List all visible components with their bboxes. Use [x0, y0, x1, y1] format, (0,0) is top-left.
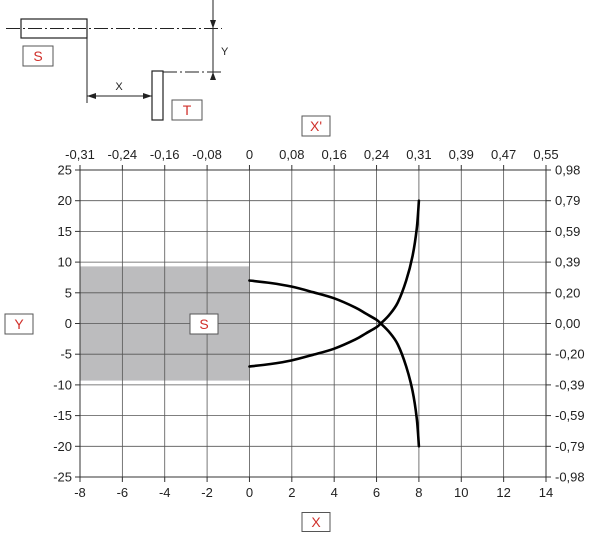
y-tick-label: 25 [58, 163, 72, 178]
top-tick-label: -0,24 [108, 147, 138, 162]
x-tick-label: 8 [415, 485, 422, 500]
series-line [379, 199, 421, 325]
top-tick-label: 0,24 [364, 147, 389, 162]
y-arrow-bottom [210, 72, 216, 80]
y-tick-label: 15 [58, 224, 72, 239]
right-tick-label: -0,79 [555, 439, 585, 454]
y-tick-label: -25 [53, 470, 72, 485]
y-tick-label: -10 [53, 377, 72, 392]
y-tick-label: 20 [58, 193, 72, 208]
right-tick-label: 0,79 [555, 193, 580, 208]
right-tick-label: 0,20 [555, 285, 580, 300]
top-axis-label-box [301, 115, 331, 137]
x-tick-label: -8 [74, 485, 86, 500]
right-tick-label: -0,98 [555, 470, 585, 485]
right-tick-label: 0,39 [555, 255, 580, 270]
chart: -8 -0,31 -6 -0,24 -4 -0,16 -2 -0,08 0 0 2 0,08 4 0,16… [4, 115, 585, 532]
right-tick-label: -0,59 [555, 408, 585, 423]
x-axis-label-box [301, 512, 331, 532]
x-tick-label: 6 [373, 485, 380, 500]
x-dimension-label: X [115, 81, 123, 93]
top-tick-label: -0,16 [150, 147, 180, 162]
x-tick-label: 14 [539, 485, 553, 500]
target-label-box [171, 99, 203, 121]
right-tick-label: 0,00 [555, 316, 580, 331]
series-line [248, 279, 383, 325]
y-tick-label: -20 [53, 439, 72, 454]
x-arrow-right [143, 93, 152, 99]
sensor-bar [20, 18, 88, 39]
sensor-area-label: S [199, 316, 208, 332]
top-tick-label: 0,31 [406, 147, 431, 162]
series-line [248, 322, 383, 368]
series-line [379, 322, 421, 448]
target-plate [151, 70, 164, 121]
x-axis-label: X [311, 514, 321, 530]
top-tick-label: -0,08 [192, 147, 222, 162]
top-tick-label: 0,47 [491, 147, 516, 162]
top-tick-label: -0,31 [65, 147, 95, 162]
grid [79, 169, 547, 478]
right-tick-label: 0,98 [555, 163, 580, 178]
x-tick-label: 12 [496, 485, 510, 500]
x-tick-label: -6 [117, 485, 129, 500]
sensor-label-box [22, 45, 54, 67]
y-dimension-label: Y [221, 46, 229, 58]
x-tick-label: 2 [288, 485, 295, 500]
top-tick-label: 0,39 [449, 147, 474, 162]
y-tick-label: -15 [53, 408, 72, 423]
x-tick-label: -4 [159, 485, 171, 500]
series-group [248, 199, 421, 448]
x-arrow-left [87, 93, 96, 99]
y-tick-label: -5 [60, 347, 72, 362]
y-arrow-top [210, 20, 216, 29]
y-axis-label-box [4, 313, 34, 335]
sensor-label: S [33, 48, 42, 64]
y-tick-label: 0 [65, 316, 72, 331]
top-tick-label: 0 [246, 147, 253, 162]
right-tick-label: -0,20 [555, 347, 585, 362]
top-tick-label: 0,08 [279, 147, 304, 162]
right-tick-label: 0,59 [555, 224, 580, 239]
target-label: T [183, 102, 192, 118]
top-tick-label: 0,55 [533, 147, 558, 162]
x-tick-label: 10 [454, 485, 468, 500]
tick-labels: -8 -0,31 -6 -0,24 -4 -0,16 -2 -0,08 0 0 2 0,08 4 0,16… [53, 147, 584, 500]
y-tick-label: 5 [65, 285, 72, 300]
schematic: S Y X T [6, 0, 229, 121]
top-tick-label: 0,16 [322, 147, 347, 162]
x-tick-label: -2 [201, 485, 213, 500]
y-tick-label: 10 [58, 255, 72, 270]
right-tick-label: -0,39 [555, 377, 585, 392]
top-axis-label: X' [310, 118, 322, 134]
x-tick-label: 4 [331, 485, 338, 500]
x-tick-label: 0 [246, 485, 253, 500]
y-axis-label: Y [14, 316, 24, 332]
sensor-area-label-box [189, 313, 219, 335]
